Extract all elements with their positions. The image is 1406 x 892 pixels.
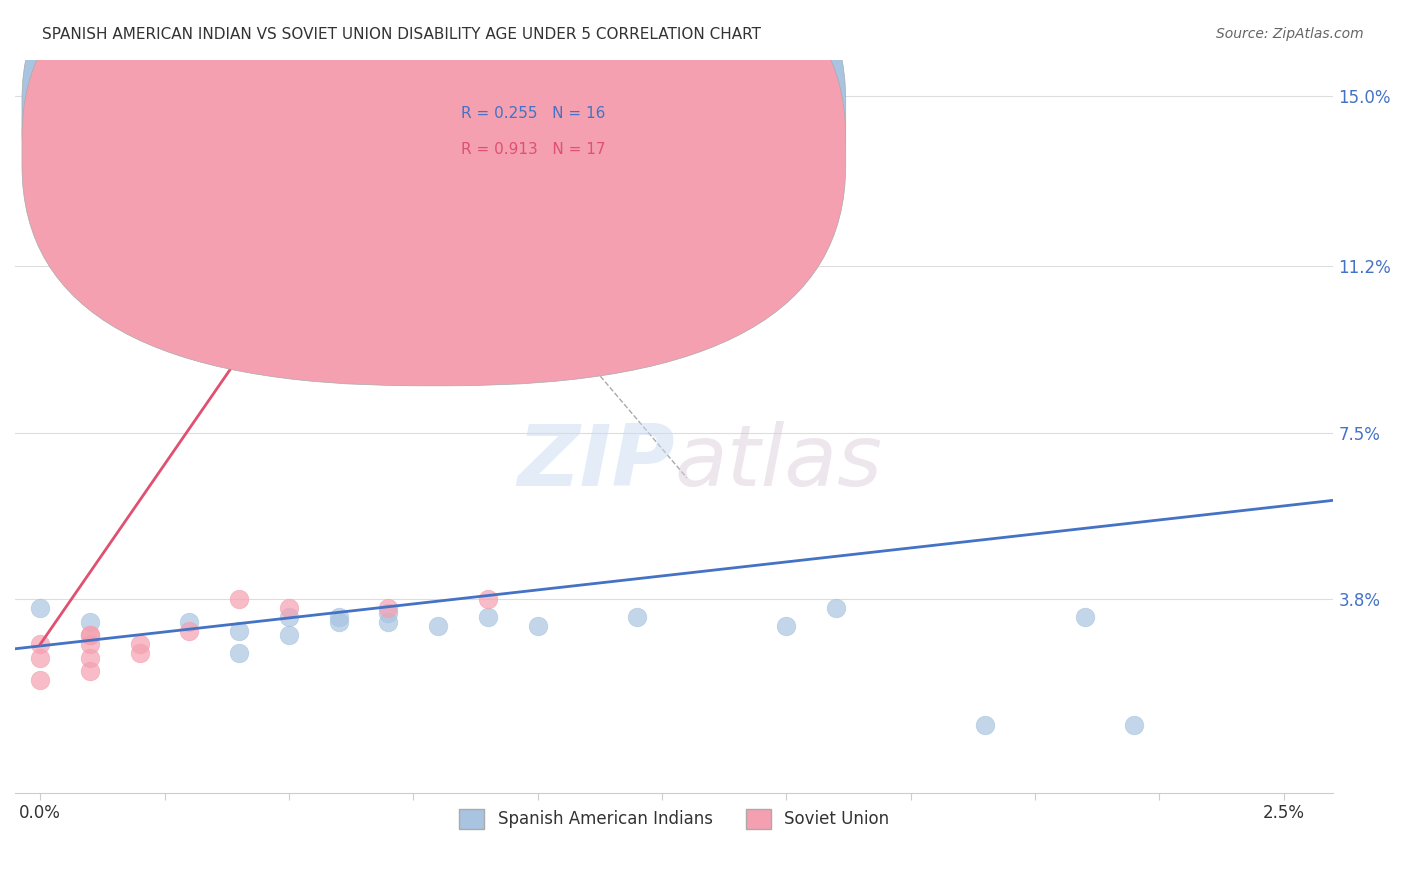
Point xyxy=(427,619,450,633)
Point xyxy=(974,718,997,732)
Point xyxy=(79,615,101,629)
Point xyxy=(825,601,848,615)
Point xyxy=(30,637,52,651)
Point xyxy=(79,664,101,678)
Point xyxy=(30,601,52,615)
Point xyxy=(277,610,299,624)
Point xyxy=(377,601,399,615)
Point xyxy=(277,601,299,615)
Point xyxy=(228,624,250,638)
Text: Source: ZipAtlas.com: Source: ZipAtlas.com xyxy=(1216,27,1364,41)
FancyBboxPatch shape xyxy=(22,0,846,386)
Point xyxy=(30,673,52,688)
Point xyxy=(526,619,548,633)
Point xyxy=(228,592,250,607)
Point xyxy=(30,650,52,665)
Point xyxy=(328,615,350,629)
Point xyxy=(477,592,499,607)
Point xyxy=(1123,718,1146,732)
Point xyxy=(179,615,201,629)
Point xyxy=(79,650,101,665)
Point xyxy=(725,178,748,193)
FancyBboxPatch shape xyxy=(398,81,793,185)
Point xyxy=(626,610,648,624)
Point xyxy=(1073,610,1095,624)
Point xyxy=(328,610,350,624)
Text: SPANISH AMERICAN INDIAN VS SOVIET UNION DISABILITY AGE UNDER 5 CORRELATION CHART: SPANISH AMERICAN INDIAN VS SOVIET UNION … xyxy=(42,27,761,42)
Legend: Spanish American Indians, Soviet Union: Spanish American Indians, Soviet Union xyxy=(453,802,896,836)
Point xyxy=(228,646,250,660)
Point xyxy=(277,628,299,642)
Point xyxy=(477,610,499,624)
Point xyxy=(179,624,201,638)
Point xyxy=(128,637,150,651)
Text: ZIP: ZIP xyxy=(517,421,675,504)
Text: R = 0.255   N = 16: R = 0.255 N = 16 xyxy=(461,105,605,120)
Point xyxy=(377,606,399,620)
Text: atlas: atlas xyxy=(675,421,883,504)
Point xyxy=(128,646,150,660)
Point xyxy=(79,637,101,651)
Point xyxy=(626,313,648,327)
Text: R = 0.913   N = 17: R = 0.913 N = 17 xyxy=(461,142,606,157)
FancyBboxPatch shape xyxy=(22,0,846,349)
Point xyxy=(79,628,101,642)
Point xyxy=(377,615,399,629)
Point xyxy=(79,628,101,642)
Point xyxy=(775,619,797,633)
